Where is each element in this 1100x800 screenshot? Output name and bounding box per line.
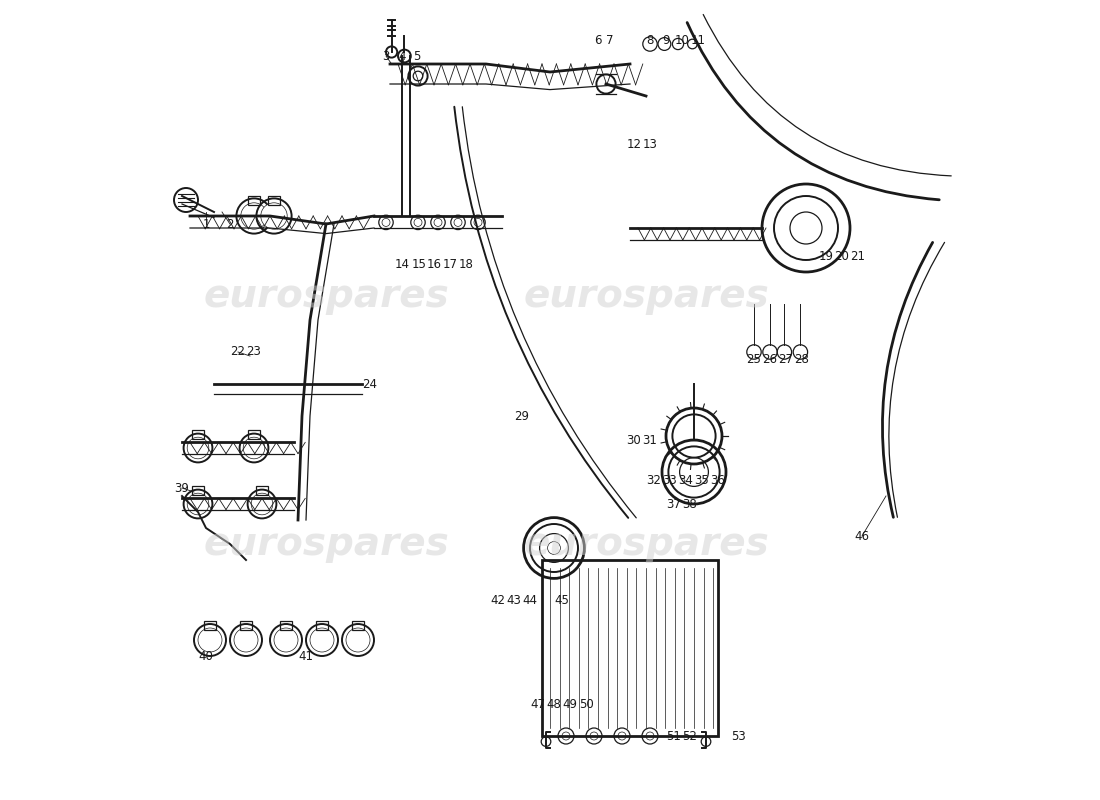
Circle shape — [241, 202, 267, 230]
Text: eurospares: eurospares — [524, 525, 769, 563]
Bar — [255, 486, 268, 495]
Text: 32: 32 — [647, 474, 661, 486]
Text: 9: 9 — [662, 34, 670, 46]
Bar — [542, 560, 718, 736]
Bar — [191, 486, 205, 495]
Bar — [191, 430, 205, 439]
Circle shape — [198, 628, 222, 652]
Circle shape — [310, 628, 334, 652]
Text: 35: 35 — [694, 474, 710, 486]
Text: 13: 13 — [642, 138, 658, 150]
Bar — [240, 621, 252, 630]
Text: 48: 48 — [547, 698, 561, 710]
Text: 45: 45 — [554, 594, 570, 606]
Text: 26: 26 — [762, 354, 778, 366]
Text: 20: 20 — [835, 250, 849, 262]
Text: 28: 28 — [794, 354, 810, 366]
Text: 16: 16 — [427, 258, 441, 270]
Text: 24: 24 — [363, 378, 377, 390]
Text: 18: 18 — [459, 258, 473, 270]
Text: 33: 33 — [662, 474, 678, 486]
Text: 46: 46 — [855, 530, 869, 542]
Text: 37: 37 — [667, 498, 681, 510]
Text: 50: 50 — [579, 698, 593, 710]
Text: 25: 25 — [747, 354, 761, 366]
Circle shape — [243, 437, 265, 459]
Text: 31: 31 — [642, 434, 658, 446]
Text: 4: 4 — [398, 50, 406, 62]
Text: 5: 5 — [412, 50, 420, 62]
Text: 39: 39 — [175, 482, 189, 494]
Circle shape — [274, 628, 298, 652]
Text: 6: 6 — [594, 34, 602, 46]
Text: 21: 21 — [850, 250, 866, 262]
Text: 7: 7 — [606, 34, 614, 46]
Bar — [267, 196, 280, 206]
Text: 41: 41 — [298, 650, 314, 662]
Circle shape — [234, 628, 258, 652]
Bar — [279, 621, 293, 630]
Bar — [248, 430, 261, 439]
Circle shape — [346, 628, 370, 652]
Text: 38: 38 — [683, 498, 697, 510]
Text: 15: 15 — [412, 258, 427, 270]
Text: 14: 14 — [395, 258, 409, 270]
Circle shape — [187, 493, 209, 515]
Text: 2: 2 — [227, 218, 233, 230]
Bar — [204, 621, 217, 630]
Text: 43: 43 — [507, 594, 521, 606]
Text: 12: 12 — [627, 138, 641, 150]
Text: 8: 8 — [647, 34, 653, 46]
Text: 29: 29 — [515, 410, 529, 422]
Text: 47: 47 — [530, 698, 546, 710]
Text: 1: 1 — [202, 218, 210, 230]
Text: eurospares: eurospares — [204, 525, 449, 563]
Text: 22: 22 — [231, 346, 245, 358]
Text: 27: 27 — [779, 354, 793, 366]
Text: 10: 10 — [674, 34, 690, 46]
Text: 44: 44 — [522, 594, 538, 606]
Text: 49: 49 — [562, 698, 578, 710]
Text: 17: 17 — [442, 258, 458, 270]
Text: 11: 11 — [691, 34, 705, 46]
Bar — [248, 196, 261, 206]
Text: 19: 19 — [818, 250, 834, 262]
Text: 40: 40 — [199, 650, 213, 662]
Text: 34: 34 — [679, 474, 693, 486]
Bar — [316, 621, 329, 630]
Text: 52: 52 — [683, 730, 697, 742]
Text: 42: 42 — [491, 594, 506, 606]
Circle shape — [187, 437, 209, 459]
Text: 23: 23 — [246, 346, 262, 358]
Circle shape — [251, 493, 273, 515]
Text: eurospares: eurospares — [204, 277, 449, 315]
Text: 51: 51 — [667, 730, 681, 742]
Text: eurospares: eurospares — [524, 277, 769, 315]
Text: 30: 30 — [627, 434, 641, 446]
Text: 36: 36 — [711, 474, 725, 486]
Text: 3: 3 — [383, 50, 389, 62]
Text: 53: 53 — [730, 730, 746, 742]
Circle shape — [261, 202, 287, 230]
Bar — [352, 621, 364, 630]
